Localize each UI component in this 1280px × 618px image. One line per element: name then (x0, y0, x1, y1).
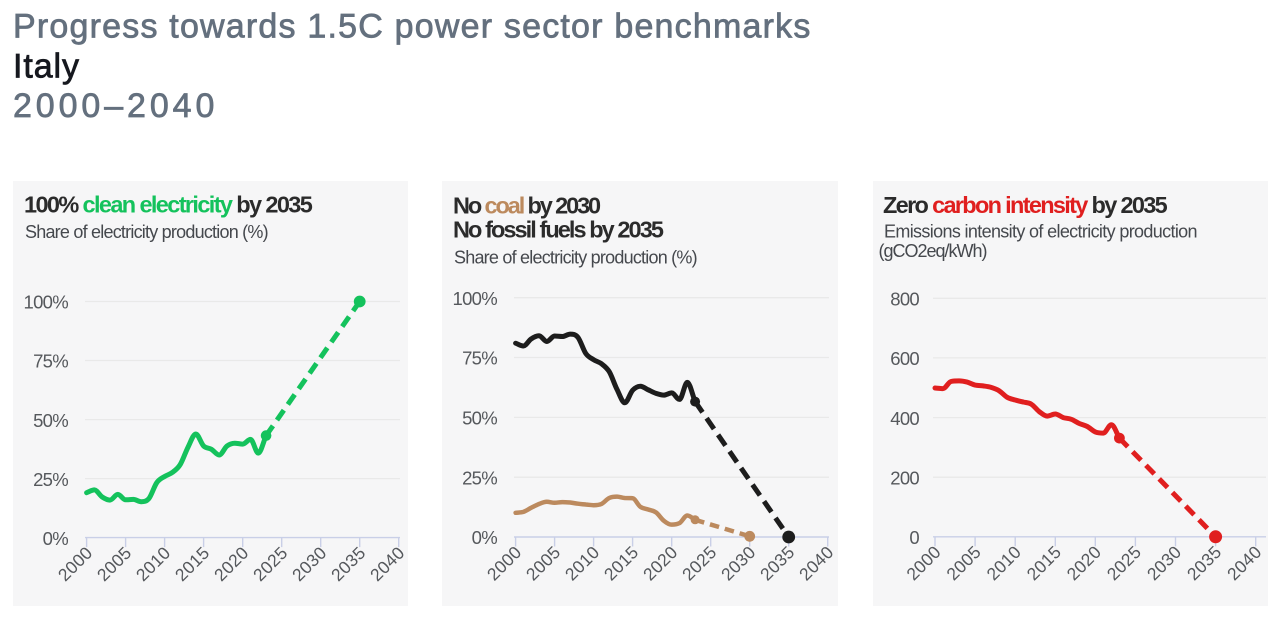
svg-text:Emissions intensity of electri: Emissions intensity of electricity produ… (884, 222, 1197, 242)
svg-text:400: 400 (890, 408, 919, 429)
svg-text:75%: 75% (33, 351, 68, 372)
svg-text:Progress towards 1.5C power se: Progress towards 1.5C power sector bench… (13, 8, 812, 46)
svg-text:25%: 25% (462, 467, 497, 488)
svg-text:50%: 50% (33, 410, 68, 431)
svg-text:0%: 0% (472, 527, 498, 548)
svg-text:100% clean electricity by 2035: 100% clean electricity by 2035 (24, 192, 313, 218)
svg-text:Share of electricity productio: Share of electricity production (%) (454, 247, 697, 267)
svg-text:800: 800 (890, 289, 919, 310)
svg-text:50%: 50% (462, 408, 497, 429)
svg-text:No coal by 2030: No coal by 2030 (453, 192, 601, 218)
svg-text:0: 0 (909, 527, 919, 548)
svg-text:(gCO2eq/kWh): (gCO2eq/kWh) (879, 241, 987, 261)
svg-text:25%: 25% (33, 469, 68, 490)
svg-text:100%: 100% (453, 288, 498, 309)
svg-text:0%: 0% (43, 528, 69, 549)
svg-text:Italy: Italy (13, 48, 80, 86)
svg-text:2000–2040: 2000–2040 (13, 87, 218, 125)
svg-text:600: 600 (890, 348, 919, 369)
svg-text:No fossil fuels by 2035: No fossil fuels by 2035 (453, 216, 664, 242)
svg-text:Share of electricity productio: Share of electricity production (%) (25, 222, 268, 242)
svg-text:100%: 100% (24, 292, 69, 313)
svg-text:75%: 75% (462, 348, 497, 369)
svg-text:200: 200 (890, 467, 919, 488)
svg-text:Zero carbon intensity by 2035: Zero carbon intensity by 2035 (883, 192, 1168, 218)
